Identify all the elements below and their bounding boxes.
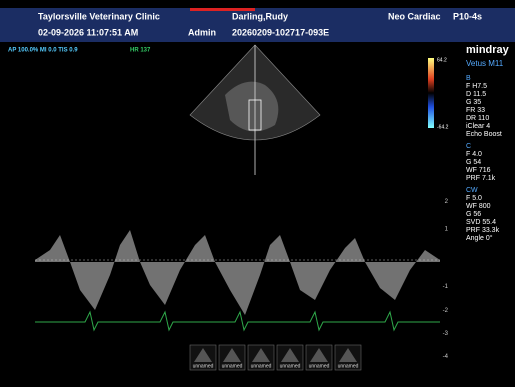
thumbnail-label[interactable]: unnamed bbox=[251, 363, 272, 369]
param-mode: B bbox=[466, 75, 471, 82]
param-item: D 11.5 bbox=[466, 91, 486, 98]
param-item: G 54 bbox=[466, 159, 481, 166]
param-item: Angle 0° bbox=[466, 234, 493, 242]
param-item: PRF 33.3k bbox=[466, 227, 500, 234]
thumbnail-label[interactable]: unnamed bbox=[338, 363, 359, 369]
header-accent bbox=[190, 8, 255, 11]
param-item: iClear 4 bbox=[466, 123, 490, 130]
thumbnail-sector bbox=[310, 348, 328, 362]
doppler-scale-label: -2 bbox=[443, 308, 449, 314]
brand-name: mindray bbox=[466, 44, 510, 56]
thumbnail-sector bbox=[194, 348, 212, 362]
patient-name: Darling,Rudy bbox=[232, 11, 288, 21]
thumbnail-sector bbox=[339, 348, 357, 362]
param-item: F H7.5 bbox=[466, 83, 487, 90]
operator: Admin bbox=[188, 27, 216, 37]
heart-rate: HR 137 bbox=[130, 48, 151, 54]
thumbnail-label[interactable]: unnamed bbox=[222, 363, 243, 369]
param-item: WF 800 bbox=[466, 203, 491, 210]
probe-name: P10-4s bbox=[453, 11, 482, 21]
date-time: 02-09-2026 11:07:51 AM bbox=[38, 27, 138, 37]
thumbnail-sector bbox=[281, 348, 299, 362]
model-name: Vetus M11 bbox=[466, 59, 504, 68]
param-item: WF 716 bbox=[466, 167, 491, 174]
param-item: G 56 bbox=[466, 211, 481, 218]
thumbnail-sector bbox=[252, 348, 270, 362]
thumbnail-sector bbox=[223, 348, 241, 362]
doppler-scale-label: 2 bbox=[445, 199, 449, 205]
doppler-scale-label: -3 bbox=[443, 331, 449, 337]
thumbnail-label[interactable]: unnamed bbox=[193, 363, 214, 369]
exam-id: 20260209-102717-093E bbox=[232, 27, 329, 37]
doppler-scale-label: -4 bbox=[443, 354, 449, 360]
param-mode: C bbox=[466, 143, 471, 150]
color-bar bbox=[428, 58, 434, 128]
param-item: FR 33 bbox=[466, 107, 485, 114]
acoustic-output: AP 100.0% MI 0.0 TIS 0.9 bbox=[8, 48, 78, 54]
doppler-spectrum bbox=[35, 230, 440, 315]
param-item: F 5.0 bbox=[466, 195, 482, 202]
doppler-scale-label: -1 bbox=[443, 284, 449, 290]
color-bar-min: -64.2 bbox=[437, 124, 449, 130]
header-bar bbox=[0, 8, 515, 42]
param-item: Echo Boost bbox=[466, 131, 502, 138]
doppler-scale-label: 1 bbox=[445, 226, 449, 232]
color-bar-max: 64.2 bbox=[437, 57, 447, 63]
sample-gate bbox=[248, 99, 262, 131]
ecg-trace bbox=[35, 310, 440, 332]
param-item: G 35 bbox=[466, 99, 481, 106]
param-item: PRF 7.1k bbox=[466, 175, 496, 182]
param-item: SVD 55.4 bbox=[466, 219, 496, 226]
clinic-name: Taylorsville Veterinary Clinic bbox=[38, 11, 160, 21]
thumbnail-label[interactable]: unnamed bbox=[309, 363, 330, 369]
heart-echo bbox=[225, 81, 279, 132]
exam-type: Neo Cardiac bbox=[388, 11, 441, 21]
param-item: F 4.0 bbox=[466, 151, 482, 158]
thumbnail-label[interactable]: unnamed bbox=[280, 363, 301, 369]
param-mode: CW bbox=[466, 187, 478, 194]
param-item: DR 110 bbox=[466, 115, 489, 122]
